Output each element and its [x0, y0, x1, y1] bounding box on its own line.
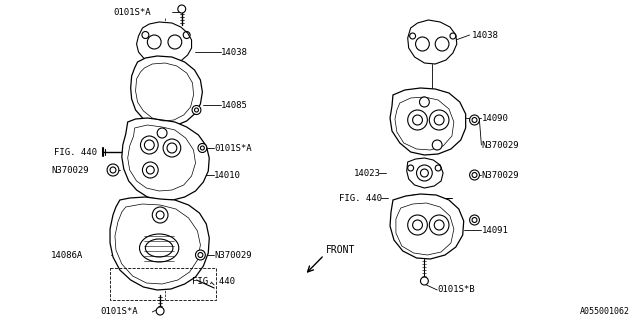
Polygon shape	[390, 88, 466, 155]
Circle shape	[168, 35, 182, 49]
Circle shape	[470, 115, 479, 125]
Text: 0101S*B: 0101S*B	[437, 285, 475, 294]
Text: FRONT: FRONT	[326, 245, 356, 255]
Circle shape	[429, 110, 449, 130]
Circle shape	[147, 35, 161, 49]
Polygon shape	[110, 197, 209, 290]
Circle shape	[432, 140, 442, 150]
Circle shape	[157, 128, 167, 138]
Text: FIG. 440: FIG. 440	[191, 277, 235, 286]
Circle shape	[156, 307, 164, 315]
Polygon shape	[407, 158, 443, 188]
Polygon shape	[136, 22, 191, 66]
Text: 0101S*A: 0101S*A	[100, 308, 138, 316]
Text: 14010: 14010	[214, 171, 241, 180]
Text: 0101S*A: 0101S*A	[214, 143, 252, 153]
Text: N370029: N370029	[481, 171, 519, 180]
Text: 14090: 14090	[481, 114, 508, 123]
Text: 14091: 14091	[481, 226, 508, 235]
Polygon shape	[131, 56, 202, 127]
Text: 14086A: 14086A	[51, 251, 83, 260]
Circle shape	[141, 136, 158, 154]
Polygon shape	[122, 118, 209, 200]
Text: FIG. 440: FIG. 440	[339, 194, 382, 203]
Circle shape	[198, 143, 207, 153]
Text: N370029: N370029	[214, 251, 252, 260]
Circle shape	[192, 106, 201, 115]
Circle shape	[152, 207, 168, 223]
Circle shape	[107, 164, 119, 176]
Text: 14085: 14085	[221, 100, 248, 109]
Circle shape	[470, 215, 479, 225]
Ellipse shape	[140, 234, 179, 262]
Circle shape	[178, 5, 186, 13]
Text: FIG. 440: FIG. 440	[54, 148, 97, 156]
Text: 0101S*A: 0101S*A	[113, 7, 150, 17]
Circle shape	[419, 97, 429, 107]
Text: N370029: N370029	[481, 140, 519, 149]
Text: 14038: 14038	[221, 47, 248, 57]
Circle shape	[470, 170, 479, 180]
Polygon shape	[390, 194, 464, 259]
Text: 14023: 14023	[354, 169, 381, 178]
Polygon shape	[408, 20, 457, 64]
Text: 14038: 14038	[472, 30, 499, 39]
Circle shape	[417, 165, 432, 181]
Text: A055001062: A055001062	[580, 308, 630, 316]
Bar	[110, 268, 216, 300]
Circle shape	[163, 139, 180, 157]
Circle shape	[435, 37, 449, 51]
Text: N370029: N370029	[51, 165, 89, 174]
Circle shape	[415, 37, 429, 51]
Circle shape	[143, 162, 158, 178]
Circle shape	[408, 215, 428, 235]
Circle shape	[429, 215, 449, 235]
Circle shape	[420, 277, 428, 285]
Circle shape	[195, 250, 205, 260]
Circle shape	[408, 110, 428, 130]
